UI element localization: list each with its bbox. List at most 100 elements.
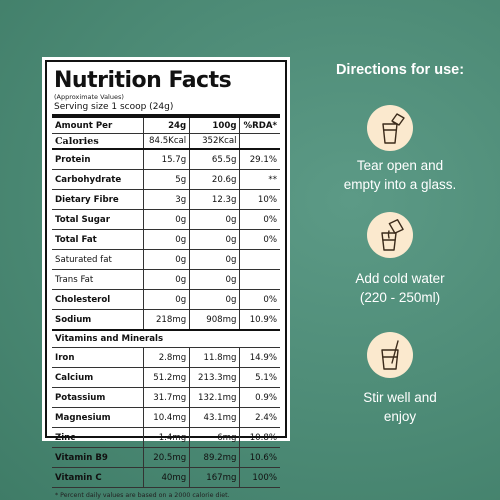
calories-row-cell: 84.5Kcal	[143, 133, 190, 150]
nutrient-row-cell: 0%	[239, 209, 280, 230]
nutrient-row-cell: 0%	[239, 289, 280, 310]
vitamin-row-cell: Vitamin C	[52, 467, 144, 488]
vitamin-row-cell: 213.3mg	[189, 367, 240, 388]
nutrient-row: Total Fat 0g 0g 0%	[52, 229, 280, 250]
vitamin-row-cell: 2.8mg	[143, 347, 190, 368]
vitamin-row: Iron 2.8mg 11.8mg 14.9%	[52, 347, 280, 368]
vitamin-row-cell: 40mg	[143, 467, 190, 488]
nutrition-subtitle: (Approximate Values)	[54, 93, 124, 101]
nutrient-row-cell: Total Sugar	[52, 209, 144, 230]
nutrient-row: Carbohydrate 5g 20.6g **	[52, 169, 280, 190]
vitamin-row-cell: 0.9%	[239, 387, 280, 408]
vitamin-row: Calcium 51.2mg 213.3mg 5.1%	[52, 367, 280, 388]
vitamin-row-cell: 43.1mg	[189, 407, 240, 428]
nutrition-table: Amount Per 24g 100g %RDA* Calories 84.5Kcal 35…	[52, 118, 280, 488]
vitamin-row-cell: 6mg	[189, 427, 240, 448]
vitamin-row-cell: 1.4mg	[143, 427, 190, 448]
vitamins-section-row: Vitamins and Minerals	[52, 329, 280, 348]
nutrient-row-cell: 10%	[239, 189, 280, 210]
step-2-line-2: (220 - 250ml)	[359, 290, 441, 305]
vitamin-row-cell: 20.5mg	[143, 447, 190, 468]
nutrient-row-cell: 0g	[143, 249, 190, 270]
vitamin-row-cell: Potassium	[52, 387, 144, 408]
nutrient-row-cell: 0g	[189, 229, 240, 250]
nutrient-row-cell: Sodium	[52, 309, 144, 331]
nutrient-row-cell: 15.7g	[143, 149, 190, 170]
vitamin-row-cell: 5.1%	[239, 367, 280, 388]
nutrient-row-cell: 0g	[143, 229, 190, 250]
calories-row-cell: Calories	[52, 133, 144, 150]
nutrient-row-cell: **	[239, 169, 280, 190]
vitamin-row-cell: Vitamin B9	[52, 447, 144, 468]
nutrient-row-cell: Total Fat	[52, 229, 144, 250]
table-header-row-cell: 100g	[189, 118, 240, 134]
directions-title: Directions for use:	[335, 62, 465, 78]
vitamin-row-cell: 10.6%	[239, 447, 280, 468]
nutrient-row-cell: Cholesterol	[52, 289, 144, 310]
nutrient-row-cell: Carbohydrate	[52, 169, 144, 190]
nutrient-row-cell: 10.9%	[239, 309, 280, 331]
nutrient-row-cell: Saturated fat	[52, 249, 144, 270]
nutrient-row-cell: 0g	[189, 249, 240, 270]
step-3-line-1: Stir well and	[363, 390, 437, 405]
vitamin-row: Vitamin C 40mg 167mg 100%	[52, 467, 280, 488]
table-header-row-cell: Amount Per	[52, 118, 144, 134]
nutrient-row-cell: 0%	[239, 229, 280, 250]
vitamin-row: Zinc 1.4mg 6mg 10.8%	[52, 427, 280, 448]
step-1-text: Tear open and empty into a glass.	[305, 156, 495, 194]
vitamin-row-cell: Iron	[52, 347, 144, 368]
vitamin-row-cell: 51.2mg	[143, 367, 190, 388]
step-2-text: Add cold water (220 - 250ml)	[305, 269, 495, 307]
table-header-row-cell: %RDA*	[239, 118, 280, 134]
nutrient-row-cell: 29.1%	[239, 149, 280, 170]
nutrient-row-cell: 0g	[189, 289, 240, 310]
nutrient-row: Protein 15.7g 65.5g 29.1%	[52, 149, 280, 170]
nutrient-row-cell: Trans Fat	[52, 269, 144, 290]
vitamin-row-cell: 132.1mg	[189, 387, 240, 408]
nutrient-row-cell: Protein	[52, 149, 144, 170]
vitamin-row-cell: Calcium	[52, 367, 144, 388]
nutrient-row: Total Sugar 0g 0g 0%	[52, 209, 280, 230]
calories-row-cell	[239, 133, 280, 150]
nutrient-row-cell	[239, 269, 280, 290]
step-1-line-1: Tear open and	[356, 158, 444, 173]
calories-row-cell: 352Kcal	[189, 133, 240, 150]
nutrient-row-cell: 0g	[143, 289, 190, 310]
table-header-row-cell: 24g	[143, 118, 190, 134]
pour-water-glass-icon	[367, 212, 413, 258]
vitamin-row-cell: 167mg	[189, 467, 240, 488]
footnote: * Percent daily values are based on a 20…	[55, 492, 230, 499]
step-3-line-2: enjoy	[383, 409, 417, 424]
step-3-text: Stir well and enjoy	[305, 388, 495, 426]
step-2-line-1: Add cold water	[355, 271, 445, 286]
nutrient-row-cell	[239, 249, 280, 270]
table-header-row: Amount Per 24g 100g %RDA*	[52, 118, 280, 134]
nutrient-row-cell: 3g	[143, 189, 190, 210]
vitamin-row: Magnesium 10.4mg 43.1mg 2.4%	[52, 407, 280, 428]
vitamin-row: Vitamin B9 20.5mg 89.2mg 10.6%	[52, 447, 280, 468]
vitamin-row-cell: Zinc	[52, 427, 144, 448]
vitamins-section-title: Vitamins and Minerals	[52, 329, 280, 348]
nutrient-row-cell: 0g	[189, 209, 240, 230]
nutrient-row-cell: 0g	[143, 269, 190, 290]
vitamin-row-cell: Magnesium	[52, 407, 144, 428]
nutrient-row: Dietary Fibre 3g 12.3g 10%	[52, 189, 280, 210]
stir-glass-icon	[367, 332, 413, 378]
calories-row: Calories 84.5Kcal 352Kcal	[52, 133, 280, 150]
vitamin-row-cell: 14.9%	[239, 347, 280, 368]
serving-size: Serving size 1 scoop (24g)	[54, 102, 174, 112]
nutrient-row-cell: 5g	[143, 169, 190, 190]
nutrient-row-cell: 908mg	[189, 309, 240, 331]
nutrient-row-cell: 20.6g	[189, 169, 240, 190]
vitamin-row-cell: 10.4mg	[143, 407, 190, 428]
nutrient-row: Cholesterol 0g 0g 0%	[52, 289, 280, 310]
nutrient-row-cell: 12.3g	[189, 189, 240, 210]
nutrition-facts-card: Nutrition Facts (Approximate Values) Ser…	[42, 57, 290, 499]
vitamin-row-cell: 11.8mg	[189, 347, 240, 368]
vitamin-row-cell: 31.7mg	[143, 387, 190, 408]
nutrient-row: Sodium 218mg 908mg 10.9%	[52, 309, 280, 331]
nutrient-row: Trans Fat 0g 0g	[52, 269, 280, 290]
vitamin-row-cell: 89.2mg	[189, 447, 240, 468]
nutrient-row-cell: 0g	[189, 269, 240, 290]
nutrient-row-cell: 0g	[143, 209, 190, 230]
